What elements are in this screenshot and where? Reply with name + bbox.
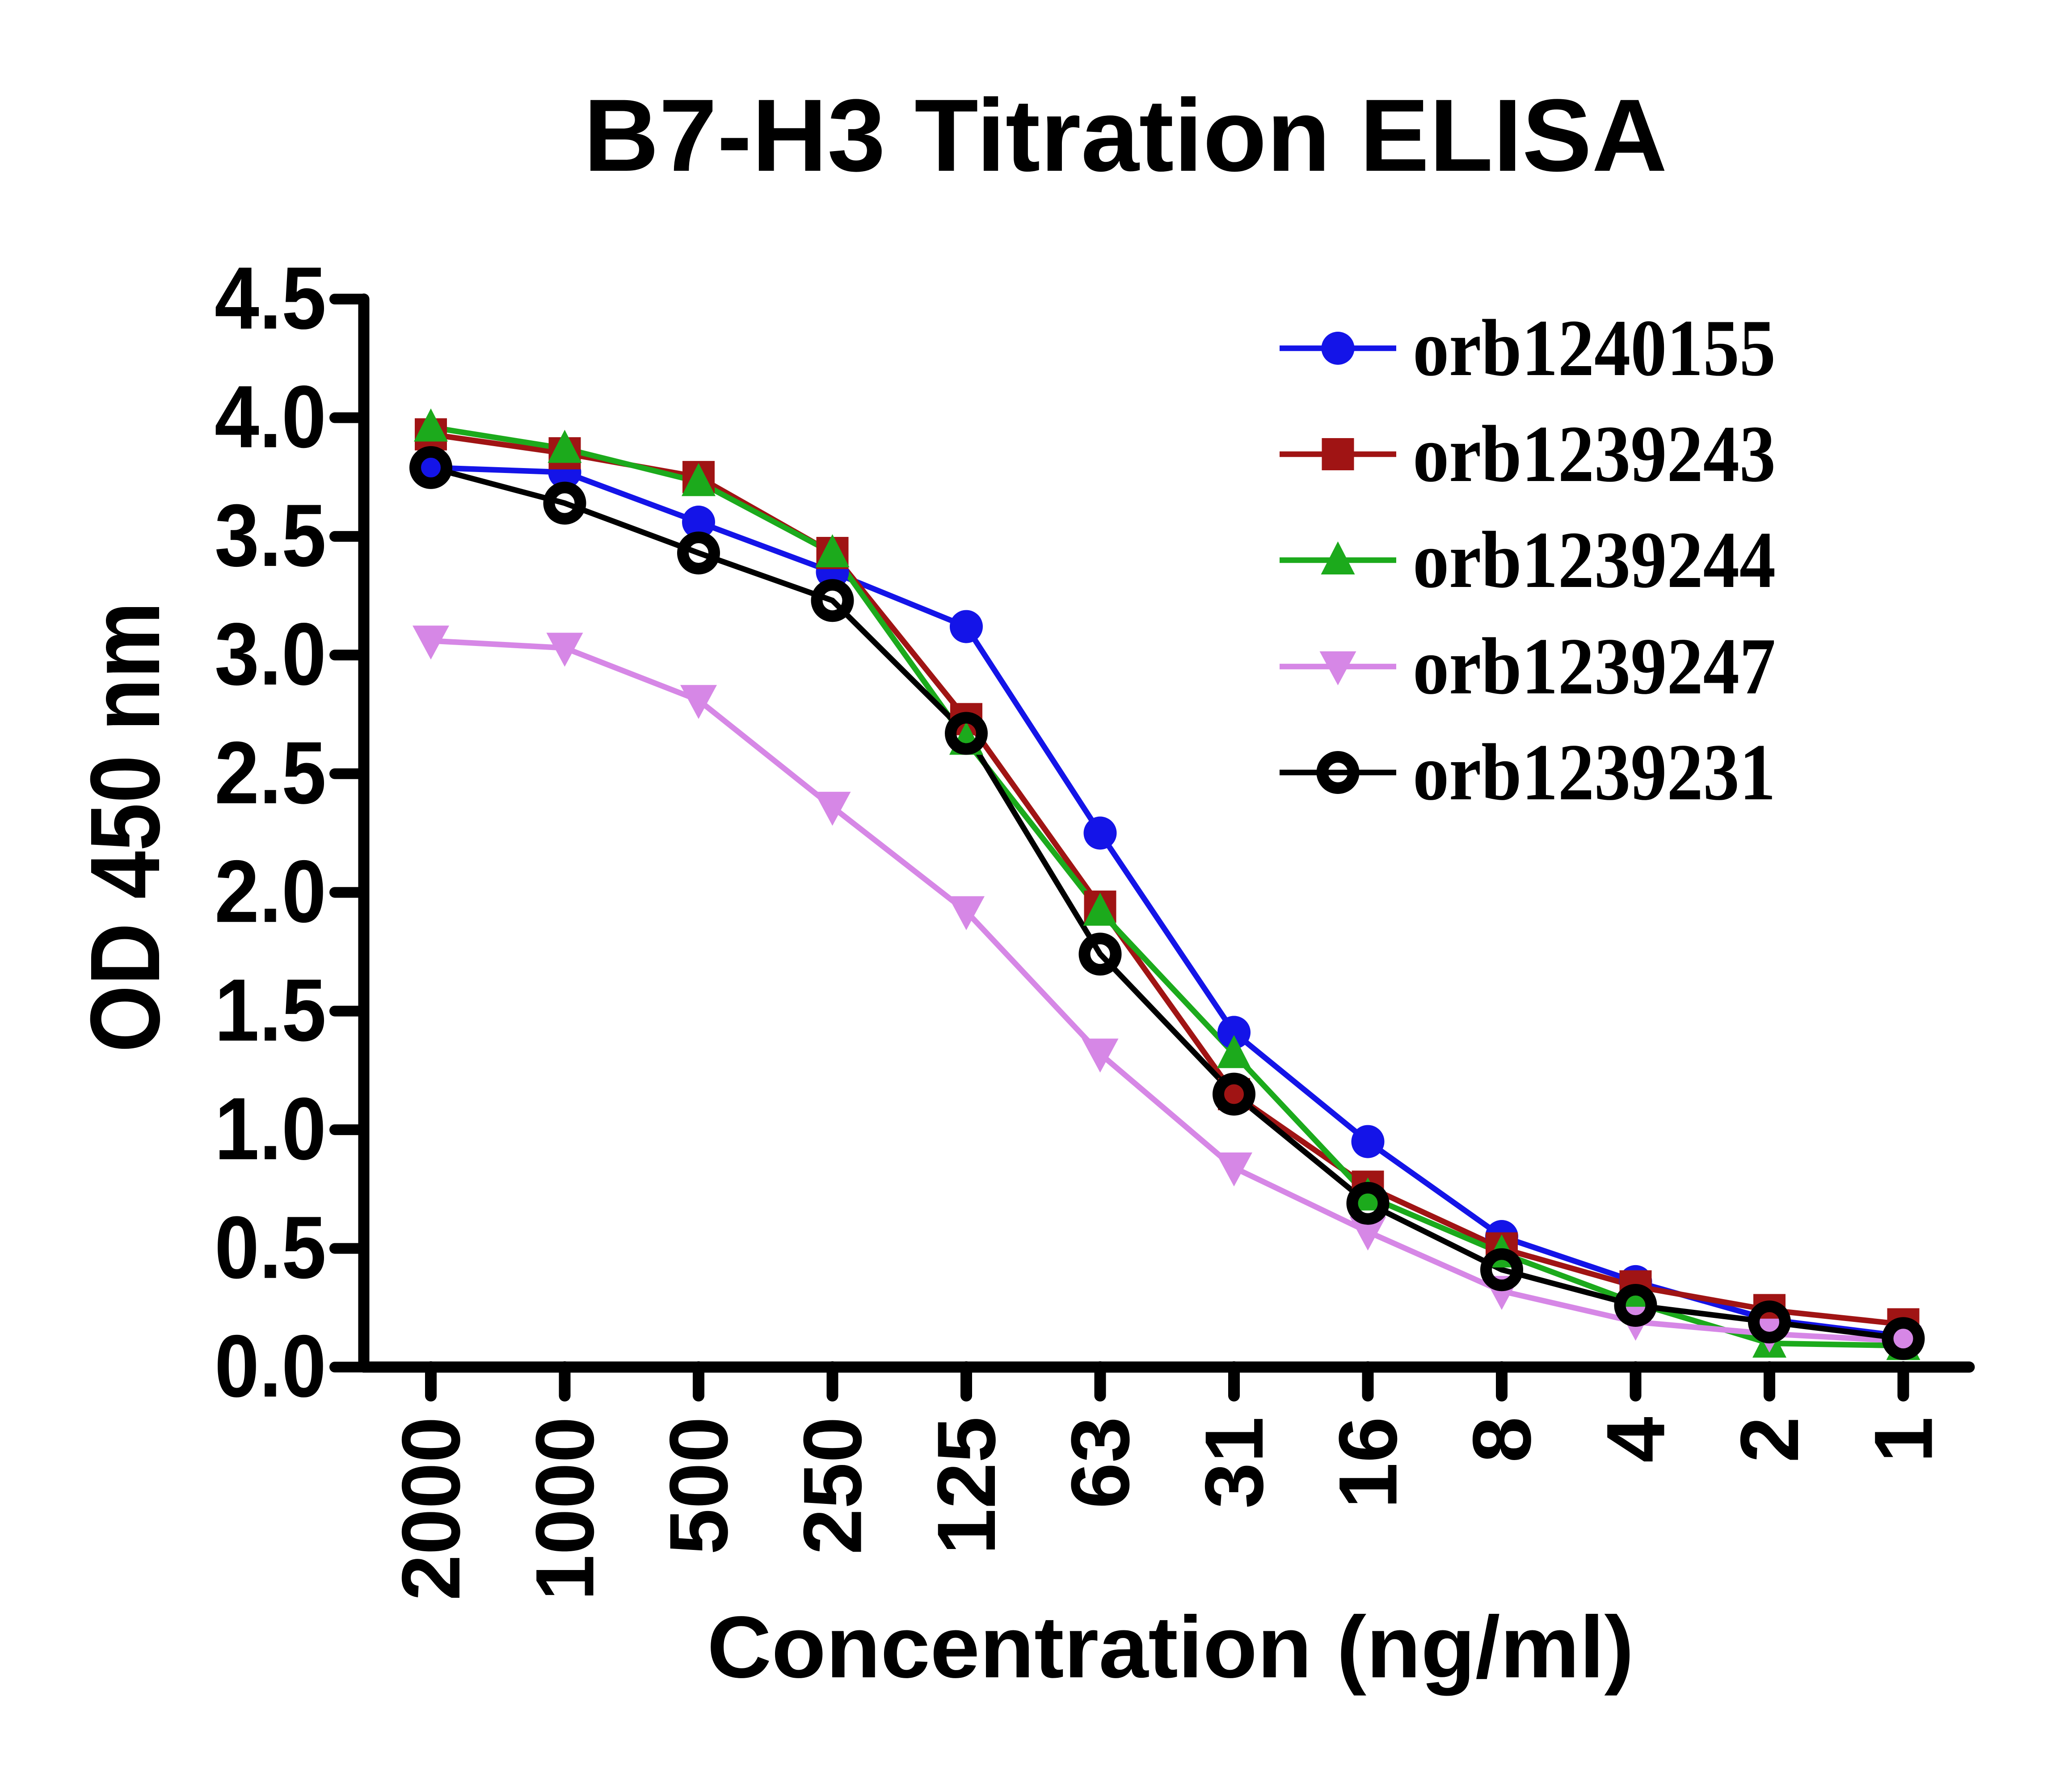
svg-text:2.5: 2.5 xyxy=(215,723,326,822)
svg-text:31: 31 xyxy=(1188,1417,1280,1509)
svg-text:OD 450 nm: OD 450 nm xyxy=(70,602,180,1052)
svg-text:Concentration (ng/ml): Concentration (ng/ml) xyxy=(707,1598,1634,1696)
svg-text:125: 125 xyxy=(921,1417,1013,1555)
svg-text:B7-H3 Titration ELISA: B7-H3 Titration ELISA xyxy=(584,78,1668,193)
svg-text:1: 1 xyxy=(1858,1417,1950,1463)
svg-text:16: 16 xyxy=(1322,1417,1415,1509)
svg-text:1000: 1000 xyxy=(519,1417,611,1601)
svg-text:4.0: 4.0 xyxy=(215,367,326,466)
svg-text:orb1239243: orb1239243 xyxy=(1413,409,1776,499)
svg-text:orb1240155: orb1240155 xyxy=(1413,304,1776,393)
svg-text:2000: 2000 xyxy=(385,1417,477,1601)
svg-text:63: 63 xyxy=(1055,1417,1147,1509)
svg-text:0.0: 0.0 xyxy=(215,1317,326,1415)
svg-text:0.5: 0.5 xyxy=(215,1198,326,1297)
svg-text:500: 500 xyxy=(653,1417,745,1555)
svg-text:3.0: 3.0 xyxy=(215,604,326,703)
svg-text:2.0: 2.0 xyxy=(215,842,326,941)
svg-text:250: 250 xyxy=(787,1417,879,1555)
svg-text:2: 2 xyxy=(1724,1417,1816,1463)
svg-text:4.5: 4.5 xyxy=(215,249,326,347)
svg-text:1.5: 1.5 xyxy=(215,961,326,1059)
svg-text:orb1239231: orb1239231 xyxy=(1413,728,1776,817)
svg-text:4: 4 xyxy=(1590,1417,1682,1463)
svg-text:3.5: 3.5 xyxy=(215,486,326,585)
svg-text:1.0: 1.0 xyxy=(215,1079,326,1178)
svg-text:orb1239247: orb1239247 xyxy=(1413,622,1776,711)
svg-text:orb1239244: orb1239244 xyxy=(1413,515,1776,605)
svg-text:8: 8 xyxy=(1456,1417,1548,1463)
